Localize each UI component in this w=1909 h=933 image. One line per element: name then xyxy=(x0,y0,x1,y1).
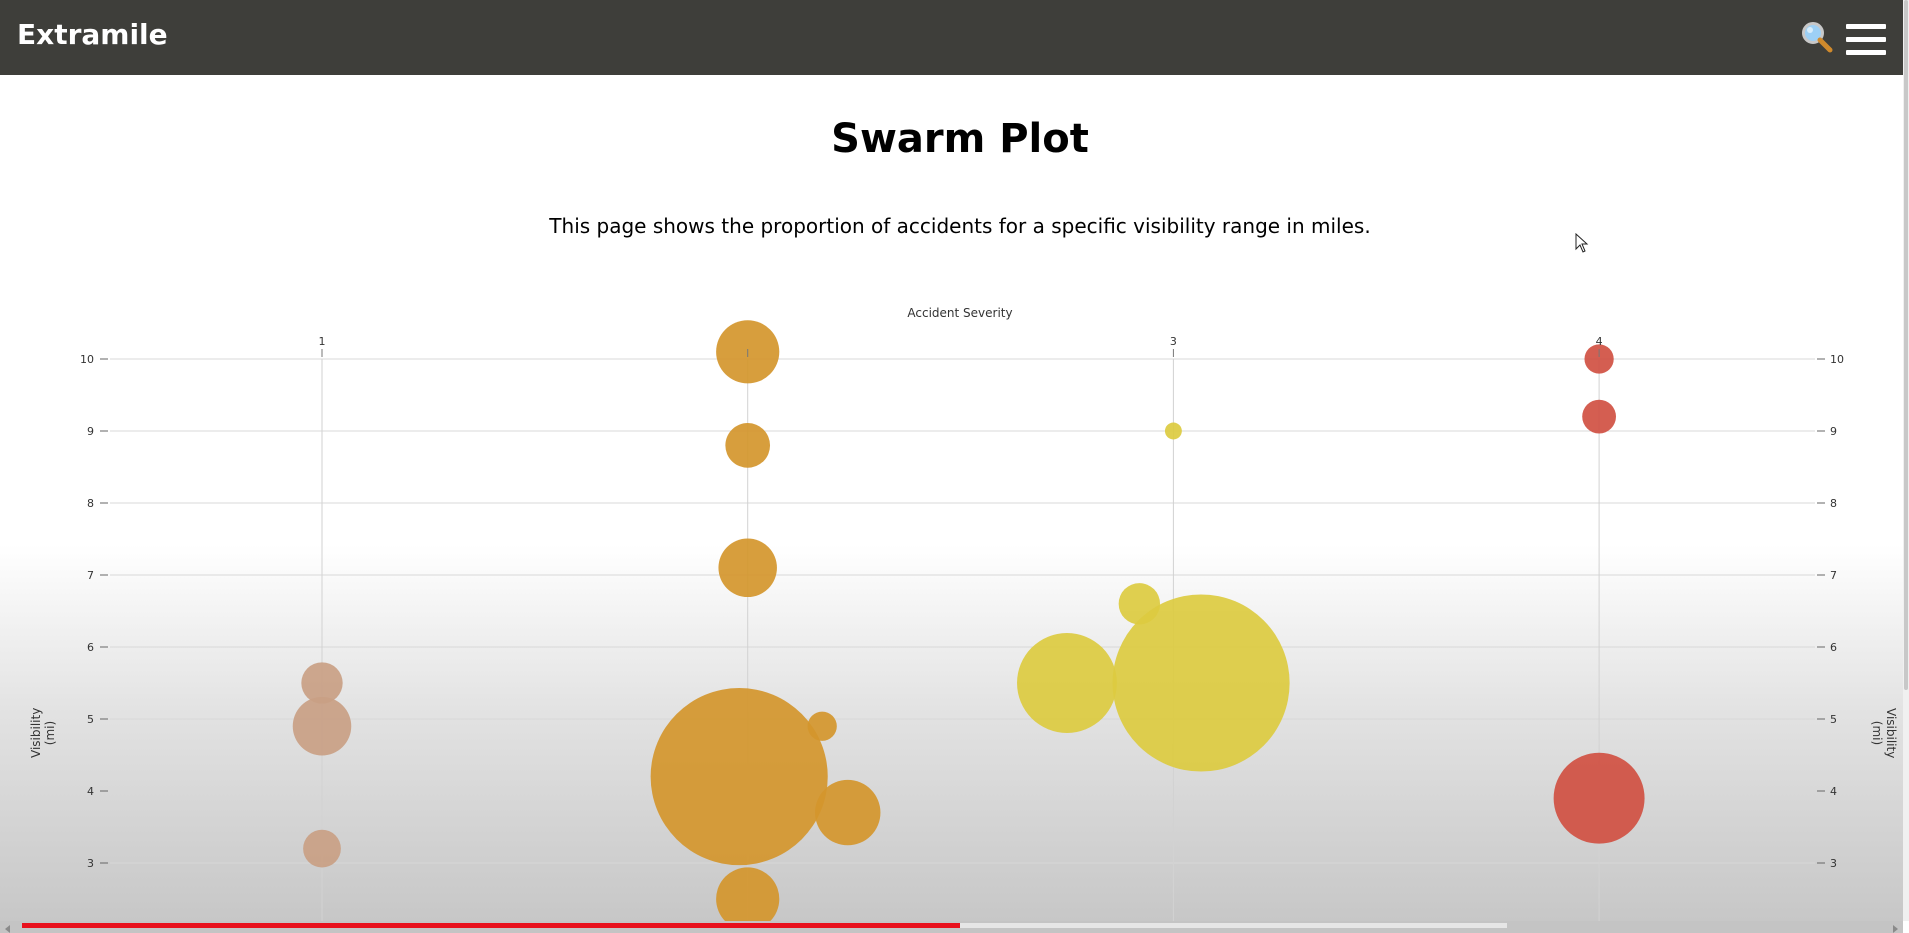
swarm-point[interactable] xyxy=(1553,752,1645,844)
chart-marks xyxy=(292,320,1645,921)
swarm-point[interactable] xyxy=(807,711,837,741)
y-tick-label-left: 8 xyxy=(87,497,94,510)
y-tick-label-left: 5 xyxy=(87,713,94,726)
swarm-point[interactable] xyxy=(1584,344,1614,374)
gridlines xyxy=(110,358,1815,921)
hamburger-menu-icon[interactable] xyxy=(1846,24,1886,58)
y-tick-label-left: 3 xyxy=(87,857,94,870)
brand-logo[interactable]: Extramile xyxy=(17,18,168,51)
swarm-point[interactable] xyxy=(725,423,771,468)
horizontal-scroll-progress xyxy=(22,923,960,928)
vertical-scrollbar-thumb[interactable] xyxy=(1904,0,1908,690)
y-tick-label-right: 6 xyxy=(1830,641,1837,654)
x-axis-label: Accident Severity xyxy=(907,306,1012,320)
y-tick-label-left: 4 xyxy=(87,785,94,798)
x-tick-label: 3 xyxy=(1170,335,1177,348)
chart-ticks: 3 3 4 4 5 5 6 6 7 7 8 8 9 9 10 10 1 3 4 xyxy=(80,335,1844,870)
swarm-point[interactable] xyxy=(1112,594,1290,772)
swarm-point[interactable] xyxy=(1017,633,1117,733)
y-tick-label-right: 4 xyxy=(1830,785,1837,798)
swarm-point[interactable] xyxy=(718,538,777,598)
swarm-point[interactable] xyxy=(292,696,352,756)
page-description: This page shows the proportion of accide… xyxy=(549,214,1371,238)
menu-bar xyxy=(1846,37,1886,42)
x-tick-label: 4 xyxy=(1596,335,1603,348)
swarm-point[interactable] xyxy=(301,662,343,704)
menu-bar xyxy=(1846,24,1886,29)
swarm-point[interactable] xyxy=(303,829,341,868)
scroll-left-arrow-icon[interactable] xyxy=(5,925,10,933)
y-tick-label-right: 9 xyxy=(1830,425,1837,438)
y-tick-label-left: 7 xyxy=(87,569,94,582)
swarm-plot: 3 3 4 4 5 5 6 6 7 7 8 8 9 9 10 10 1 3 4 Accident Severity xyxy=(80,306,1844,921)
vertical-scrollbar[interactable] xyxy=(1903,0,1909,921)
y-axis-label-left: Visibility (mi) xyxy=(29,707,57,758)
y-tick-label-right: 8 xyxy=(1830,497,1837,510)
y-tick-label-right: 10 xyxy=(1830,353,1844,366)
y-tick-label-right: 7 xyxy=(1830,569,1837,582)
y-tick-label-right: 3 xyxy=(1830,857,1837,870)
y-tick-label-left: 6 xyxy=(87,641,94,654)
search-icon[interactable] xyxy=(1800,20,1834,54)
page-title: Swarm Plot xyxy=(831,116,1089,162)
swarm-point[interactable] xyxy=(650,688,828,866)
scroll-right-arrow-icon[interactable] xyxy=(1893,925,1898,933)
y-tick-label-right: 5 xyxy=(1830,713,1837,726)
y-tick-label-left: 10 xyxy=(80,353,94,366)
swarm-point[interactable] xyxy=(815,779,881,846)
swarm-point[interactable] xyxy=(1582,399,1616,434)
horizontal-scrollbar[interactable] xyxy=(0,921,1903,933)
navbar: Extramile xyxy=(0,0,1903,75)
y-axis-label-right: Visibility (mi) xyxy=(1870,708,1898,759)
x-tick-label: 1 xyxy=(319,335,326,348)
menu-bar xyxy=(1846,50,1886,55)
swarm-point[interactable] xyxy=(716,867,780,921)
swarm-point[interactable] xyxy=(1164,422,1182,440)
mouse-pointer-icon xyxy=(1575,233,1589,253)
y-tick-label-left: 9 xyxy=(87,425,94,438)
